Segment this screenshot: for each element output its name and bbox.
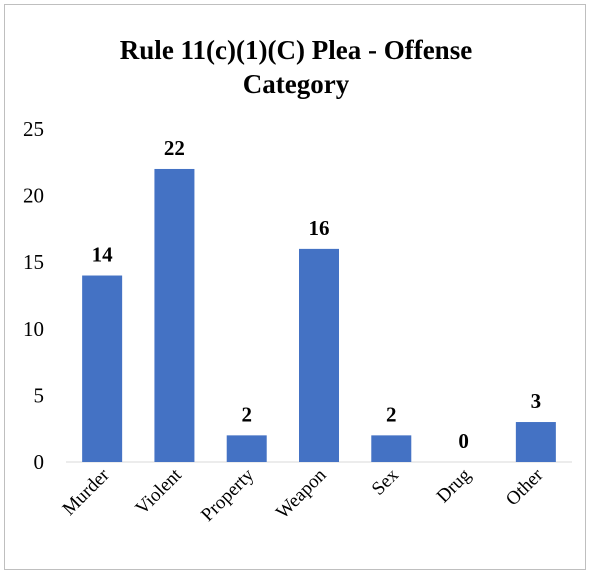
y-tick-label: 5 <box>34 383 45 407</box>
bar-weapon <box>299 248 339 462</box>
x-tick-label: Drug <box>433 464 476 507</box>
data-label: 2 <box>386 402 397 426</box>
y-tick-label: 20 <box>23 184 44 208</box>
y-tick-label: 25 <box>23 117 44 141</box>
data-label: 22 <box>164 136 185 160</box>
data-label: 14 <box>92 243 114 267</box>
x-tick-label: Other <box>502 464 548 510</box>
x-tick-label: Weapon <box>272 464 331 523</box>
bar-sex <box>371 435 412 462</box>
y-tick-label: 15 <box>23 250 44 274</box>
x-tick-label: Murder <box>59 464 115 520</box>
chart-title-line-1: Rule 11(c)(1)(C) Plea - Offense <box>119 35 473 65</box>
bar-property <box>226 435 267 462</box>
data-label: 3 <box>531 389 542 413</box>
x-tick-label: Property <box>197 464 258 525</box>
data-label: 0 <box>458 429 469 453</box>
bar-violent <box>154 168 195 462</box>
x-tick-label: Sex <box>368 464 403 499</box>
y-tick-label: 0 <box>34 450 45 474</box>
bar-murder <box>82 275 123 462</box>
data-label: 2 <box>241 402 252 426</box>
y-tick-label: 10 <box>23 317 44 341</box>
chart-title: Rule 11(c)(1)(C) Plea - Offense Category <box>5 33 587 101</box>
chart-title-line-2: Category <box>242 69 350 99</box>
bar-other <box>515 422 556 462</box>
data-label: 16 <box>309 216 330 240</box>
x-tick-label: Violent <box>132 464 187 519</box>
